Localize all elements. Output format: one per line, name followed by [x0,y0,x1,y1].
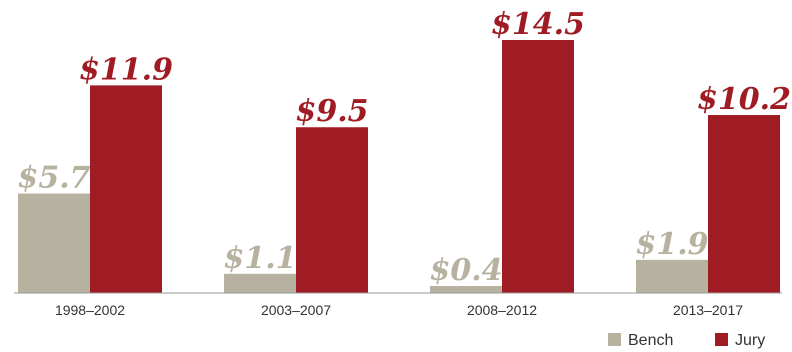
legend: Bench Jury [608,332,765,349]
value-label-bench-3: $1.9 [635,227,708,262]
x-tick-label-0: 1998–2002 [55,302,125,318]
bar-jury-0 [90,85,162,294]
value-label-bench-1: $1.1 [223,241,296,276]
x-tick-label-3: 2013–2017 [673,302,743,318]
x-tick-labels-group: 1998–2002 2003–2007 2008–2012 2013–2017 [55,302,743,318]
value-label-jury-1: $9.5 [295,94,368,129]
bar-jury-2 [502,40,574,293]
bar-jury-1 [296,127,368,293]
value-label-bench-2: $0.4 [429,253,502,288]
bars-group [18,40,780,294]
legend-swatch-jury [715,333,728,346]
bar-jury-3 [708,115,780,293]
bar-bench-2 [430,286,502,293]
legend-label-bench: Bench [628,332,673,349]
bar-bench-1 [224,273,296,293]
value-label-jury-2: $14.5 [491,7,585,42]
x-tick-label-1: 2003–2007 [261,302,331,318]
value-labels-group: $5.7 $11.9 $1.1 $9.5 $0.4 $14.5 $1.9 $10.2 [17,7,791,288]
legend-label-jury: Jury [735,332,765,349]
legend-swatch-bench [608,333,621,346]
value-label-bench-0: $5.7 [17,161,90,196]
value-label-jury-0: $11.9 [79,52,173,87]
x-tick-label-2: 2008–2012 [467,302,537,318]
value-label-jury-3: $10.2 [697,82,791,117]
bar-bench-3 [636,259,708,293]
bar-bench-0 [18,193,90,293]
